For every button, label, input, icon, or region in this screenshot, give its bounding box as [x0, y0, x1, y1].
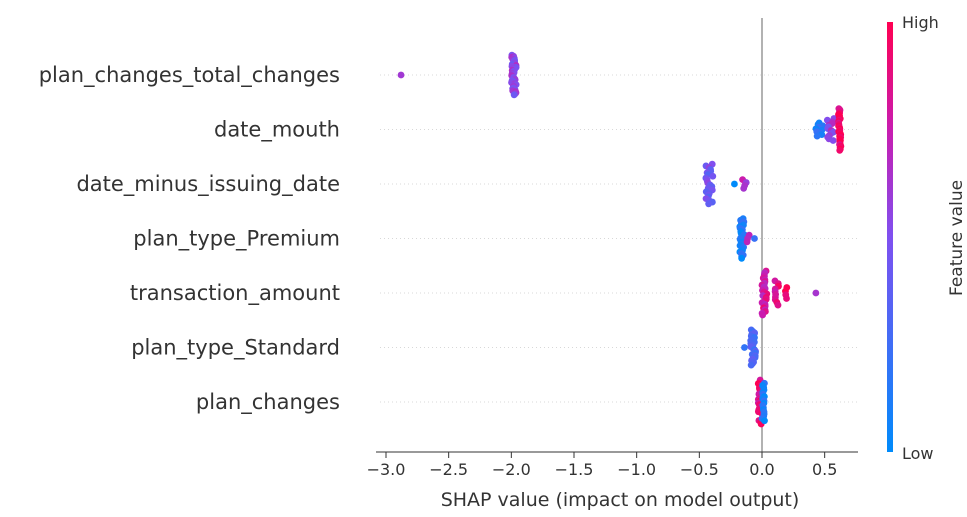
shap-point: [510, 91, 518, 99]
shap-point: [740, 185, 748, 192]
feature-label: transaction_amount: [130, 281, 340, 306]
shap-point: [783, 295, 790, 302]
feature-label: date_minus_issuing_date: [76, 172, 340, 197]
shap-points: [397, 51, 845, 428]
shap-point: [751, 235, 758, 242]
colorbar-gradient: [887, 22, 893, 452]
shap-point: [759, 311, 767, 319]
colorbar-title: Feature value: [947, 180, 967, 296]
feature-label: plan_type_Standard: [131, 336, 340, 361]
x-tick-label: 0.5: [812, 460, 837, 479]
x-tick-label: −1.0: [617, 460, 656, 479]
shap-point: [829, 137, 837, 144]
shap-point: [813, 132, 821, 140]
shap-point: [761, 417, 768, 425]
feature-labels: plan_changes_total_changes date_mouthdate…: [39, 63, 340, 415]
shap-point: [731, 180, 738, 188]
shap-point: [836, 147, 844, 154]
feature-label: plan_changes_total_changes: [39, 63, 340, 88]
shap-point: [709, 172, 717, 180]
feature-label: plan_type_Premium: [133, 227, 340, 252]
x-tick-label: −0.5: [680, 460, 719, 479]
x-tick-label: −2.5: [429, 460, 468, 479]
shap-point: [397, 71, 405, 79]
shap-point: [774, 301, 782, 309]
colorbar-low-label: Low: [902, 444, 934, 463]
shap-point: [747, 361, 755, 369]
x-axis-title: SHAP value (impact on model output): [441, 489, 800, 511]
shap-point: [812, 289, 820, 297]
shap-point: [705, 200, 713, 208]
colorbar-high-label: High: [902, 13, 939, 32]
shap-point: [738, 254, 746, 262]
x-tick-label: 0.0: [749, 460, 774, 479]
x-tick-label: −1.5: [555, 460, 594, 479]
feature-label: date_mouth: [214, 118, 340, 143]
x-axis: −3.0 −2.5 −2.0 −1.5 −1.0 −0.5 0.0 0.5: [367, 451, 858, 479]
x-tick-label: −2.0: [492, 460, 531, 479]
shap-point: [741, 344, 748, 351]
row-gridlines: [380, 74, 858, 403]
x-tick-label: −3.0: [367, 460, 406, 479]
feature-label: plan_changes: [196, 390, 340, 415]
shap-point: [743, 238, 751, 246]
colorbar: High Low Feature value: [887, 13, 967, 463]
